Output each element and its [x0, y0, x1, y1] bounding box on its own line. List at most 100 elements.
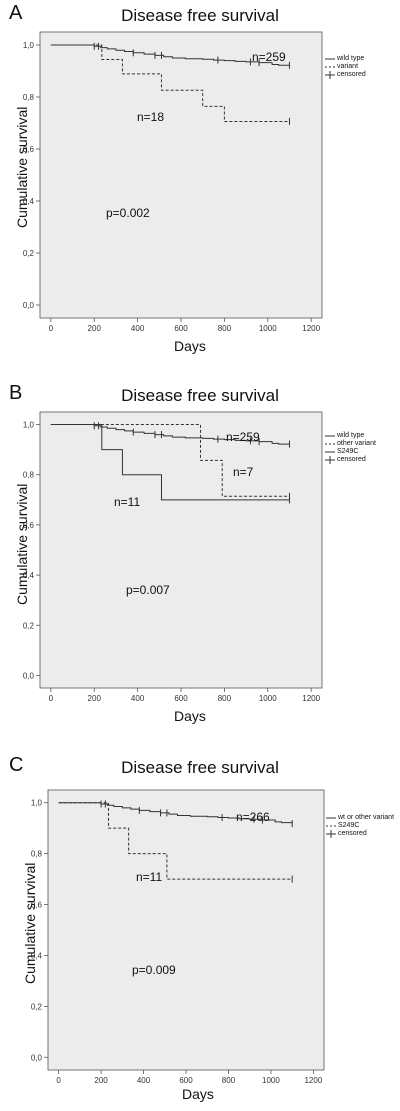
legend-item: variant: [325, 63, 366, 71]
x-tick-label: 1000: [259, 694, 277, 703]
legend-label: wt or other variant: [338, 814, 395, 821]
p-value-label: p=0.009: [132, 963, 176, 977]
y-tick-label: 0,6: [23, 521, 35, 530]
survival-curve-variant: [50, 44, 290, 122]
x-tick-label: 800: [218, 694, 232, 703]
legend-label: wild type: [337, 55, 365, 62]
x-tick-label: 0: [49, 694, 54, 703]
panel-letter: A: [9, 2, 23, 24]
x-tick-label: 1000: [262, 1076, 280, 1085]
legend: wild type other variant S249C censored: [325, 432, 376, 464]
y-tick-label: 1,0: [23, 421, 35, 430]
km-plot-svg: 0 200 400 600 800 1000 1200 0,0 0,2 0,4 0,6 0,8 1,0: [31, 789, 325, 1085]
x-tick-label: 1000: [259, 324, 277, 333]
legend-item: wt or other variant: [326, 814, 394, 822]
chart-panel-c: C Disease free survival 0 200 400 600 800 100…: [0, 752, 400, 1111]
dashed-line-swatch: [325, 443, 335, 445]
x-tick-label: 800: [218, 324, 232, 333]
x-tick-label: 400: [137, 1076, 151, 1085]
x-tick-label: 0: [49, 324, 54, 333]
y-tick-label: 0,4: [23, 197, 35, 206]
legend-item: wild type: [325, 55, 366, 63]
legend-label: other variant: [337, 440, 376, 447]
chart-panel-b: B Disease free survival 0 200 400 600 800 100…: [0, 380, 400, 745]
x-tick-label: 200: [88, 694, 102, 703]
y-tick-label: 0,2: [23, 621, 35, 630]
km-plot-svg: 0 200 400 600 800 1000 1200 0,0 0,2 0,4 0,6 0,8 1,0: [23, 31, 323, 333]
legend-label: censored: [338, 830, 367, 837]
x-tick-label: 1200: [304, 1076, 322, 1085]
n-label-wild-type: n=259: [252, 50, 286, 64]
survival-curve-s249c: [50, 424, 290, 501]
x-tick-label: 600: [179, 1076, 193, 1085]
km-plot-svg: 0 200 400 600 800 1000 1200 0,0 0,2 0,4 0,6 0,8 1,0: [23, 411, 323, 703]
plot-area: [47, 789, 325, 1071]
x-tick-label: 1200: [302, 694, 320, 703]
y-tick-label: 0,2: [23, 249, 35, 258]
x-tick-label: 800: [222, 1076, 236, 1085]
y-tick-label: 0,0: [23, 301, 35, 310]
n-label-s249c: n=11: [114, 495, 141, 509]
y-tick-label: 1,0: [23, 41, 35, 50]
x-axis-label: Days: [182, 1086, 214, 1102]
y-tick-label: 0,6: [31, 901, 43, 910]
solid-line-swatch: [325, 58, 335, 60]
panel-letter: B: [9, 382, 23, 404]
y-tick-label: 0,8: [23, 93, 35, 102]
x-tick-label: 1200: [302, 324, 320, 333]
y-tick-label: 0,4: [23, 571, 35, 580]
n-label-s249c: n=11: [136, 870, 163, 884]
y-tick-label: 0,2: [31, 1002, 43, 1011]
x-tick-label: 0: [56, 1076, 61, 1085]
legend-item: S249C: [326, 822, 394, 830]
chart-title: Disease free survival: [121, 386, 279, 405]
y-tick-label: 0,8: [23, 471, 35, 480]
y-tick-label: 0,4: [31, 951, 43, 960]
chart-title: Disease free survival: [121, 6, 279, 25]
p-value-label: p=0.002: [106, 206, 150, 220]
y-tick-label: 0,6: [23, 145, 35, 154]
legend-label: variant: [337, 63, 359, 70]
x-tick-label: 200: [94, 1076, 108, 1085]
n-label-wt-or-other-variant: n=266: [236, 810, 270, 824]
x-tick-label: 200: [88, 324, 102, 333]
y-tick-label: 1,0: [31, 799, 43, 808]
legend-item: other variant: [325, 440, 376, 448]
legend-label: censored: [337, 456, 366, 463]
legend-item: censored: [325, 456, 376, 464]
plot-area: [39, 411, 323, 689]
dashed-line-swatch: [325, 66, 335, 68]
panel-letter: C: [9, 754, 24, 776]
chart-panel-a: A Disease free survival 0 200 400 600 800 100…: [0, 0, 400, 370]
legend-label: S249C: [337, 448, 359, 455]
censored-marker-swatch: [325, 456, 335, 464]
solid-line-swatch: [326, 817, 336, 819]
x-tick-label: 600: [174, 324, 188, 333]
censored-marker-swatch: [325, 71, 335, 79]
p-value-label: p=0.007: [126, 583, 170, 597]
n-label-other-variant: n=7: [233, 465, 254, 479]
legend-item: censored: [326, 830, 394, 838]
y-tick-label: 0,0: [31, 1053, 43, 1062]
x-tick-label: 400: [131, 324, 145, 333]
legend-item: wild type: [325, 432, 376, 440]
legend: wt or other variant S249C censored: [326, 814, 394, 838]
survival-curve-s249c: [58, 802, 293, 880]
x-tick-label: 600: [174, 694, 188, 703]
n-label-wild-type: n=259: [226, 430, 260, 444]
x-tick-label: 400: [131, 694, 145, 703]
y-axis-label: Cumulative survival: [14, 483, 30, 605]
legend-label: censored: [337, 71, 366, 78]
y-tick-label: 0,0: [23, 671, 35, 680]
censored-marker-swatch: [326, 830, 336, 838]
dashed-line-swatch: [326, 825, 336, 827]
y-tick-label: 0,8: [31, 850, 43, 859]
legend-item: censored: [325, 71, 366, 79]
legend: wild type variant censored: [325, 55, 366, 79]
legend-label: S249C: [338, 822, 360, 829]
x-axis-label: Days: [174, 338, 206, 354]
survival-curve-other-variant: [50, 424, 290, 497]
legend-label: wild type: [337, 432, 365, 439]
chart-title: Disease free survival: [121, 758, 279, 777]
n-label-variant: n=18: [137, 110, 165, 124]
